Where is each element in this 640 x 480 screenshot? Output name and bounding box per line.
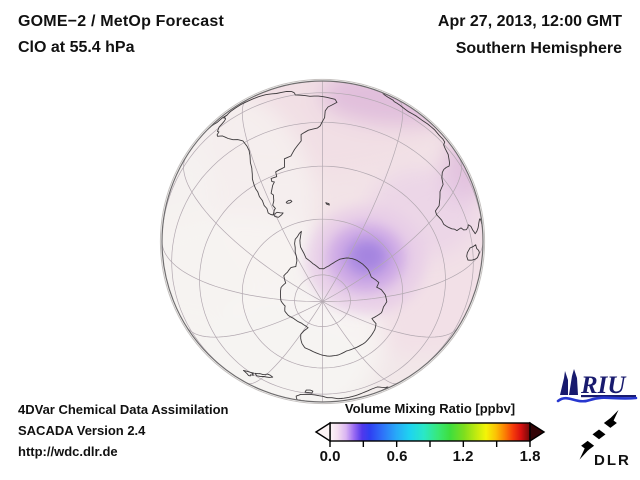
colorbar-tick-1: 0.6 — [386, 448, 408, 465]
version-label: SACADA Version 2.4 — [18, 423, 146, 438]
hemisphere-label: Southern Hemisphere — [455, 40, 622, 57]
colorbar — [314, 421, 546, 447]
colorbar-title: Volume Mixing Ratio [ppbv] — [344, 401, 516, 416]
product-title: GOME−2 / MetOp Forecast — [18, 13, 224, 30]
species-level-label: ClO at 55.4 hPa — [18, 39, 135, 56]
river-wave-icon — [556, 396, 638, 403]
colorbar-tick-0: 0.0 — [319, 448, 341, 465]
riu-wordmark: RIU — [580, 372, 627, 399]
dlr-logo — [579, 410, 619, 460]
url-label: http://wdc.dlr.de — [18, 444, 118, 459]
colorbar-tick-2: 1.2 — [452, 448, 474, 465]
colorbar-tick-3: 1.8 — [519, 448, 541, 465]
dlr-emblem-icon — [579, 410, 619, 460]
dlr-wordmark: DLR — [594, 452, 631, 469]
datetime-label: Apr 27, 2013, 12:00 GMT — [437, 13, 622, 30]
riu-logo: RIU — [556, 369, 638, 403]
assimilation-label: 4DVar Chemical Data Assimilation — [18, 402, 229, 417]
cathedral-icon — [560, 369, 578, 395]
